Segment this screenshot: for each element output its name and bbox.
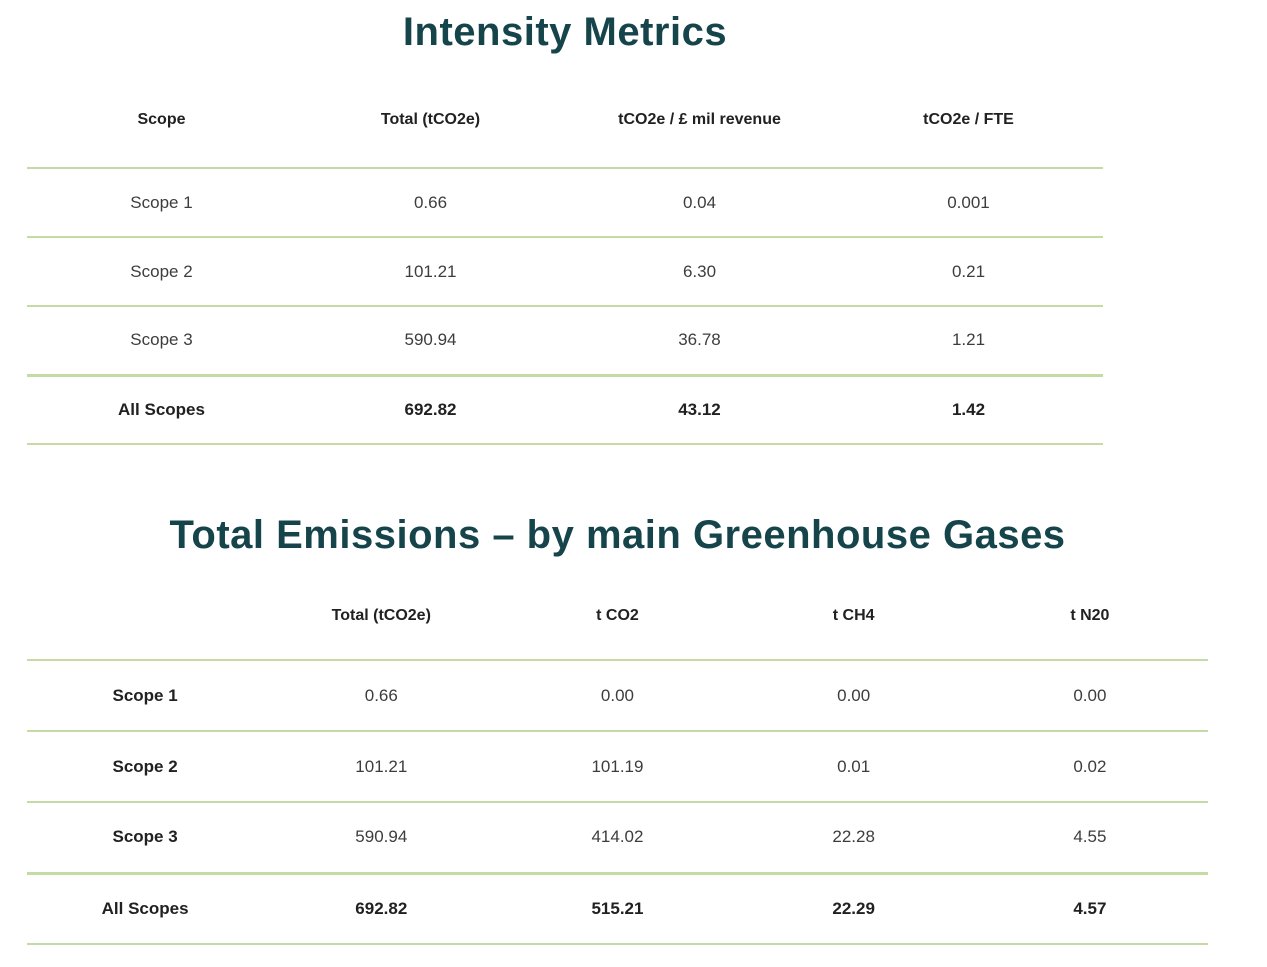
column-header-t-ch4: t CH4 [832,606,875,624]
cell-value: 0.00 [837,685,871,705]
greenhouse-gases-table: Total (tCO2e) t CO2 t CH4 t N20 Scope 1 … [27,559,1208,945]
table-row-scope2: Scope 2 101.21 101.19 0.01 0.02 [27,731,1208,802]
cell-value: 6.30 [682,261,717,281]
cell-value: 0.66 [364,685,398,705]
cell-value: 36.78 [678,330,721,350]
column-header-per-fte: tCO2e / FTE [923,111,1014,128]
cell-value: 0.04 [682,192,717,212]
emissions-report-page: Intensity Metrics Scope Total (tCO2e) tC… [27,0,1208,945]
row-label: All Scopes [118,399,205,419]
cell-value: 1.21 [951,330,986,350]
cell-value: 1.42 [951,399,986,419]
cell-value: 22.29 [832,898,875,918]
table-row-scope2: Scope 2 101.21 6.30 0.21 [27,237,1103,306]
cell-value: 0.01 [837,756,871,776]
cell-value: 101.21 [404,261,457,281]
cell-value: 0.21 [951,261,986,281]
cell-value: 0.001 [947,192,990,212]
cell-value: 22.28 [832,827,875,847]
intensity-metrics-title: Intensity Metrics [402,10,728,54]
cell-value: 590.94 [355,827,408,847]
greenhouse-gases-section: Total Emissions – by main Greenhouse Gas… [27,445,1208,945]
column-header-t-n2o: t N20 [1070,606,1110,624]
column-header-total-tco2e: Total (tCO2e) [331,606,431,624]
cell-value: 0.02 [1073,756,1107,776]
column-header-scope: Scope [137,111,186,128]
row-label: All Scopes [101,898,189,918]
greenhouse-gases-title: Total Emissions – by main Greenhouse Gas… [169,513,1066,557]
intensity-header-row: Scope Total (tCO2e) tCO2e / £ mil revenu… [27,56,1103,168]
intensity-metrics-section: Intensity Metrics Scope Total (tCO2e) tC… [27,0,1103,445]
cell-value: 590.94 [404,330,457,350]
column-header-per-revenue: tCO2e / £ mil revenue [618,111,781,128]
cell-value: 4.55 [1073,827,1107,847]
intensity-metrics-table: Scope Total (tCO2e) tCO2e / £ mil revenu… [27,56,1103,445]
cell-value: 43.12 [678,399,721,419]
row-label: Scope 2 [112,756,178,776]
row-label: Scope 1 [112,685,178,705]
column-header-t-co2: t CO2 [596,606,639,624]
total-row: All Scopes 692.82 515.21 22.29 4.57 [27,873,1208,944]
cell-value: 0.66 [413,192,448,212]
column-header-empty [27,559,263,660]
cell-value: 0.00 [1073,685,1107,705]
column-header-total-tco2e: Total (tCO2e) [380,111,481,128]
row-label: Scope 3 [112,827,178,847]
row-label: Scope 3 [130,330,193,350]
cell-value: 692.82 [355,898,408,918]
cell-value: 414.02 [591,827,644,847]
cell-value: 101.21 [355,756,408,776]
row-label: Scope 2 [130,261,193,281]
cell-value: 4.57 [1073,898,1107,918]
cell-value: 101.19 [591,756,644,776]
gases-header-row: Total (tCO2e) t CO2 t CH4 t N20 [27,559,1208,660]
cell-value: 515.21 [591,898,644,918]
cell-value: 0.00 [600,685,635,705]
row-label: Scope 1 [130,192,193,212]
table-row-scope3: Scope 3 590.94 414.02 22.28 4.55 [27,802,1208,873]
table-row-scope1: Scope 1 0.66 0.00 0.00 0.00 [27,660,1208,731]
cell-value: 692.82 [404,399,457,419]
table-row-scope3: Scope 3 590.94 36.78 1.21 [27,306,1103,375]
total-row: All Scopes 692.82 43.12 1.42 [27,375,1103,444]
table-row-scope1: Scope 1 0.66 0.04 0.001 [27,168,1103,237]
